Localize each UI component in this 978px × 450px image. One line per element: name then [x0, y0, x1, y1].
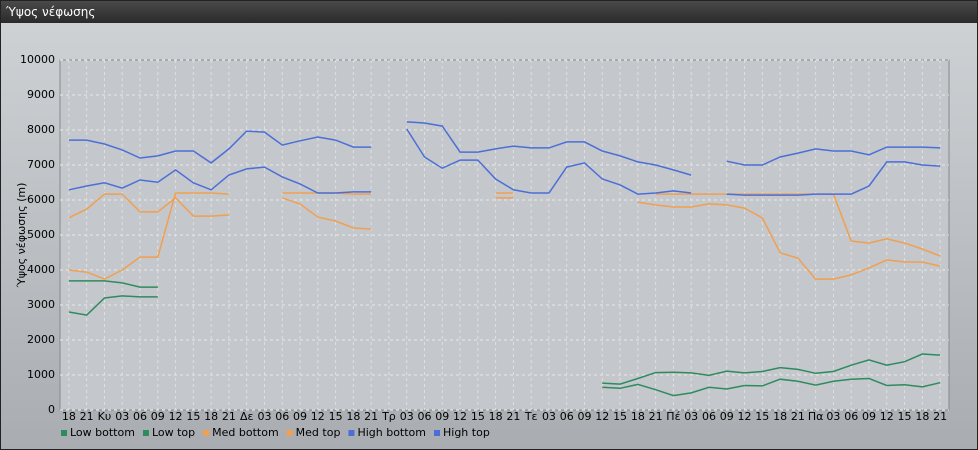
- y-tick-label: 5000: [27, 228, 55, 241]
- x-tick-label: 15: [186, 410, 200, 423]
- series-line: [68, 128, 941, 196]
- x-tick-label: 21: [791, 410, 805, 423]
- series-line: [68, 295, 941, 397]
- legend-label: Low bottom: [70, 426, 135, 439]
- x-tick-label: 12: [595, 410, 609, 423]
- series-line: [68, 280, 941, 385]
- x-tick-label: 03: [115, 410, 129, 423]
- legend-label: Med top: [296, 426, 341, 439]
- x-tick-label: 09: [293, 410, 307, 423]
- y-tick-label: 2000: [27, 333, 55, 346]
- legend-label: Low top: [152, 426, 195, 439]
- y-tick-label: 8000: [27, 123, 55, 136]
- x-tick-label: 09: [151, 410, 165, 423]
- legend-swatch: [61, 430, 67, 436]
- x-tick-label: 18: [489, 410, 503, 423]
- x-tick-label: 18: [915, 410, 929, 423]
- legend-swatch: [142, 430, 149, 436]
- x-tick-label: 09: [862, 410, 876, 423]
- series-line: [68, 193, 941, 280]
- x-tick-label: Τρ: [381, 410, 396, 423]
- x-tick-label: Πα: [808, 410, 824, 423]
- x-tick-label: 09: [578, 410, 592, 423]
- series-line: [68, 121, 941, 176]
- x-tick-label: 12: [169, 410, 183, 423]
- x-tick-label: 18: [62, 410, 76, 423]
- x-tick-label: 06: [133, 410, 147, 423]
- panel-header: Ύψος νέφωσης: [1, 1, 977, 23]
- x-tick-label: 03: [826, 410, 840, 423]
- x-tick-label: Κυ: [98, 410, 112, 423]
- legend-swatch: [348, 430, 355, 436]
- x-tick-label: 12: [738, 410, 752, 423]
- y-tick-label: 9000: [27, 88, 55, 101]
- x-tick-label: 18: [346, 410, 360, 423]
- x-tick-label: 18: [773, 410, 787, 423]
- x-tick-label: 09: [435, 410, 449, 423]
- y-tick-label: 4000: [27, 263, 55, 276]
- legend-swatch: [286, 430, 293, 436]
- x-tick-label: 18: [631, 410, 645, 423]
- x-tick-label: 12: [453, 410, 467, 423]
- legend-label: High top: [443, 426, 490, 439]
- x-tick-label: 06: [275, 410, 289, 423]
- x-tick-label: 15: [613, 410, 627, 423]
- x-tick-label: 03: [542, 410, 556, 423]
- legend-label: Med bottom: [212, 426, 279, 439]
- x-tick-label: 21: [222, 410, 236, 423]
- y-axis-title: Ύψος νέφωσης (m): [15, 183, 28, 289]
- x-tick-label: 03: [257, 410, 271, 423]
- y-tick-label: 0: [48, 403, 55, 416]
- x-tick-label: 03: [684, 410, 698, 423]
- x-tick-label: 06: [844, 410, 858, 423]
- x-tick-label: 06: [560, 410, 574, 423]
- x-tick-label: 12: [880, 410, 894, 423]
- x-tick-label: 21: [80, 410, 94, 423]
- y-tick-label: 10000: [20, 53, 55, 66]
- x-tick-label: 15: [329, 410, 343, 423]
- x-tick-label: 21: [506, 410, 520, 423]
- x-tick-label: 21: [364, 410, 378, 423]
- x-tick-label: Τε: [524, 410, 538, 423]
- x-tick-label: 15: [898, 410, 912, 423]
- x-tick-label: 06: [702, 410, 716, 423]
- x-tick-label: 21: [649, 410, 663, 423]
- legend-swatch: [203, 430, 210, 436]
- legend-label: High bottom: [357, 426, 426, 439]
- y-tick-label: 1000: [27, 368, 55, 381]
- x-tick-label: 15: [755, 410, 769, 423]
- y-tick-label: 3000: [27, 298, 55, 311]
- x-tick-label: 18: [204, 410, 218, 423]
- x-tick-label: 15: [471, 410, 485, 423]
- y-tick-label: 7000: [27, 158, 55, 171]
- x-tick-label: 12: [311, 410, 325, 423]
- x-tick-label: 09: [720, 410, 734, 423]
- x-tick-label: Δε: [240, 410, 254, 423]
- legend-swatch: [434, 430, 440, 436]
- x-tick-label: 03: [400, 410, 414, 423]
- x-tick-label: 21: [933, 410, 947, 423]
- x-tick-label: Πέ: [666, 410, 680, 423]
- y-tick-label: 6000: [27, 193, 55, 206]
- x-tick-label: 06: [417, 410, 431, 423]
